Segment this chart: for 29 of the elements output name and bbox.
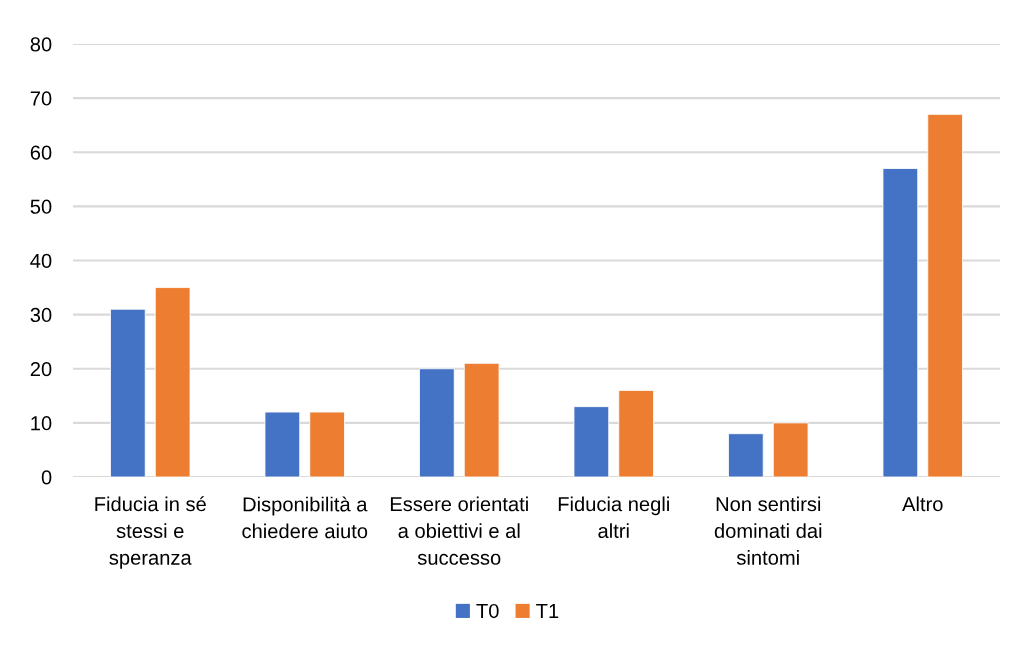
x-tick-label: Fiducia in sé stessi e speranza xyxy=(95,496,206,569)
y-tick-label: 70 xyxy=(30,91,52,106)
y-tick-label: 60 xyxy=(30,145,52,160)
x-tick-label: Fiducia negli altri xyxy=(558,496,669,539)
x-tick-label: Non sentirsi dominati dai sintomi xyxy=(714,496,822,565)
bar xyxy=(419,368,455,477)
bar xyxy=(772,422,809,477)
bar xyxy=(573,406,610,477)
bar xyxy=(618,389,654,477)
bar xyxy=(927,113,963,477)
bar xyxy=(728,433,764,477)
x-tick-label: Altro xyxy=(902,496,943,512)
y-tick-label: 0 xyxy=(41,470,52,485)
bar xyxy=(110,308,146,477)
legend-label: T0 xyxy=(476,603,499,619)
bar xyxy=(882,168,919,477)
x-tick-label: Disponibilità a chiedere aiuto xyxy=(242,496,368,539)
y-tick-label: 40 xyxy=(30,253,52,268)
bar xyxy=(264,411,301,477)
y-tick-label: 50 xyxy=(30,199,52,214)
x-tick-label: Essere orientati a obiettivi e al successo xyxy=(390,496,528,565)
legend-label: T1 xyxy=(536,604,559,618)
y-tick-label: 20 xyxy=(30,361,52,377)
bar xyxy=(309,411,345,477)
y-tick-label: 80 xyxy=(30,37,52,52)
bar xyxy=(463,362,500,477)
y-tick-label: 30 xyxy=(30,307,52,323)
y-tick-label: 10 xyxy=(31,416,52,431)
bar xyxy=(154,287,191,477)
